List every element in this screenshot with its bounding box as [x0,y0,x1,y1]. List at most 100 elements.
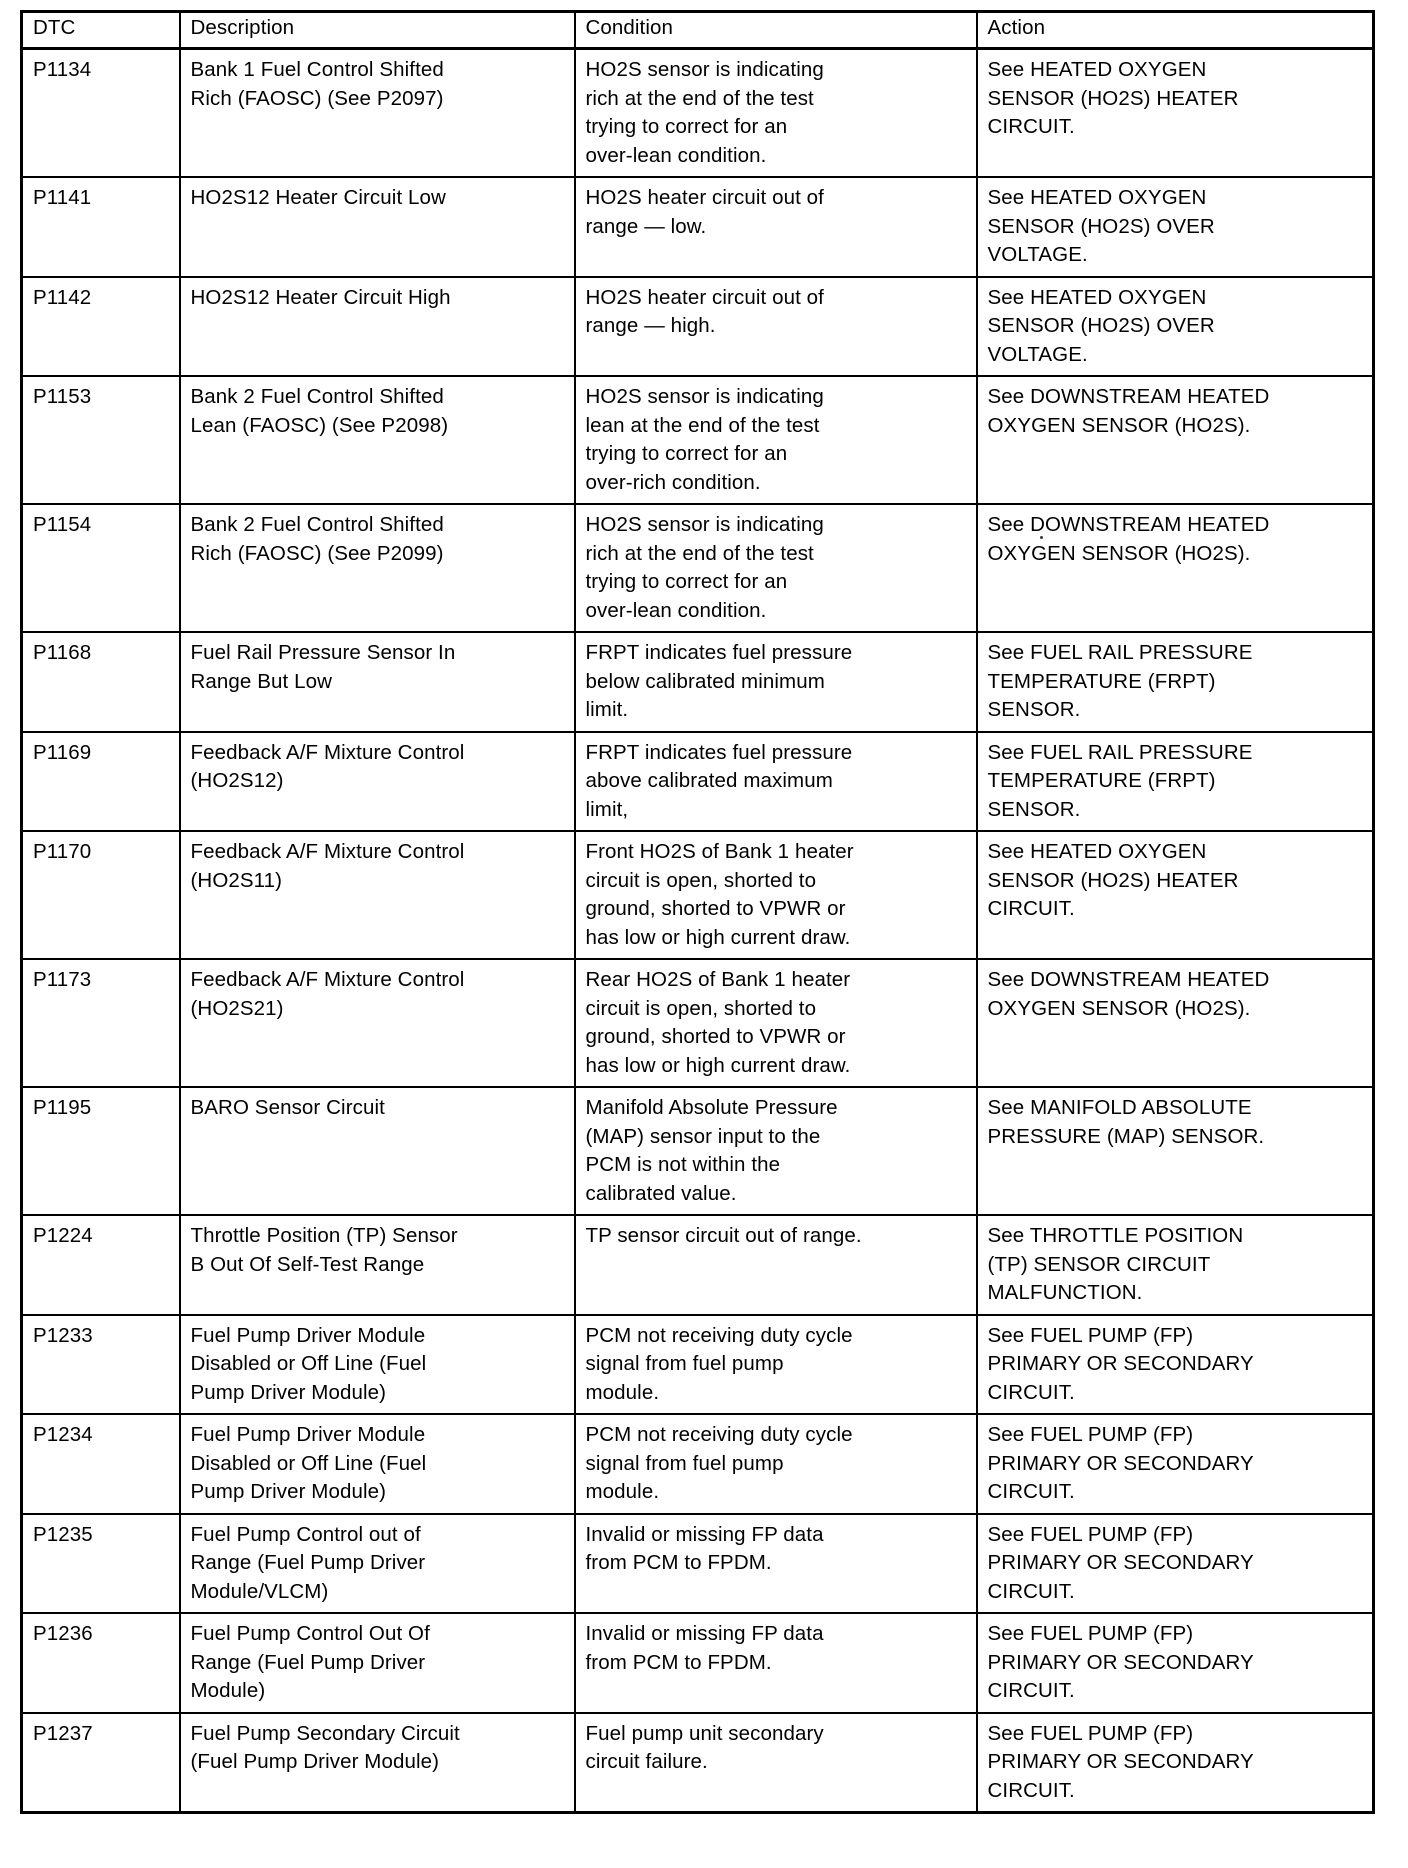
cell-dtc-code-text: P1234 [33,1423,93,1446]
cell-description: Fuel Pump Driver Module Disabled or Off … [178,1413,576,1515]
cell-dtc-code: P1234 [20,1413,181,1515]
cell-action: See HEATED OXYGEN SENSOR (HO2S) HEATER C… [975,47,1375,178]
column-header-action: Action [975,10,1375,50]
cell-action: See FUEL RAIL PRESSURE TEMPERATURE (FRPT… [975,730,1375,832]
cell-dtc-code: P1153 [20,375,181,505]
cell-action: See HEATED OXYGEN SENSOR (HO2S) OVER VOL… [975,176,1375,278]
cell-condition-text: Rear HO2S of Bank 1 heater circuit is op… [585,968,851,1077]
table-row: P1154 Bank 2 Fuel Control Shifted Rich (F… [20,503,1375,633]
cell-dtc-code-text: P1195 [33,1096,92,1119]
cell-action: See MANIFOLD ABSOLUTE PRESSURE (MAP) SEN… [975,1086,1375,1216]
cell-action-text: See DOWNSTREAM HEATED OXYGEN SENSOR (HO2… [987,385,1270,437]
cell-condition-text: Invalid or missing FP data from PCM to F… [585,1522,824,1575]
table-row: P1142 HO2S12 Heater Circuit High HO2S heat… [20,275,1375,377]
cell-action-text: See DOWNSTREAM HEATED OXYGEN SENSOR (HO2… [987,968,1270,1020]
cell-action: See FUEL PUMP (FP) PRIMARY OR SECONDARY … [975,1612,1375,1714]
cell-condition-text: HO2S sensor is indicating lean at the en… [585,385,824,494]
table-row: P1235 Fuel Pump Control out of Range (Fue… [20,1512,1375,1614]
cell-action-text: See FUEL RAIL PRESSURE TEMPERATURE (FRPT… [987,740,1253,821]
cell-description-text: HO2S12 Heater Circuit Low [190,186,446,209]
cell-dtc-code: P1142 [20,275,181,377]
cell-dtc-code: P1168 [20,631,181,733]
cell-condition: Front HO2S of Bank 1 heater circuit is o… [573,830,978,960]
cell-condition: PCM not receiving duty cycle signal from… [573,1313,978,1415]
cell-dtc-code-text: P1224 [33,1224,93,1247]
cell-dtc-code-text: P1237 [33,1721,93,1745]
cell-action: See FUEL PUMP (FP) PRIMARY OR SECONDARY … [975,1711,1375,1814]
cell-action-text: See FUEL PUMP (FP) PRIMARY OR SECONDARY … [987,1622,1254,1702]
cell-dtc-code: P1169 [20,730,181,832]
cell-description: HO2S12 Heater Circuit Low [178,176,576,278]
cell-dtc-code-text: P1168 [33,641,92,664]
cell-dtc-code: P1154 [20,503,181,633]
table-row: P1169 Feedback A/F Mixture Control (HO2S1… [20,730,1375,832]
cell-description-text: Feedback A/F Mixture Control (HO2S11) [190,840,465,892]
cell-condition: Manifold Absolute Pressure (MAP) sensor … [573,1086,978,1216]
diagnostic-trouble-code-table: DTC Description Condition Action P1134 Ba… [20,10,1375,1814]
table-row: P1153 Bank 2 Fuel Control Shifted Lean (F… [20,375,1375,505]
cell-description-text: HO2S12 Heater Circuit High [190,285,451,309]
cell-description-text: Fuel Pump Driver Module Disabled or Off … [190,1423,427,1503]
cell-dtc-code-text: P1169 [33,740,92,764]
cell-condition-text: Manifold Absolute Pressure (MAP) sensor … [585,1096,838,1205]
table-row: P1170 Feedback A/F Mixture Control (HO2S1… [20,830,1375,960]
cell-condition-text: PCM not receiving duty cycle signal from… [585,1423,853,1503]
cell-action: See FUEL PUMP (FP) PRIMARY OR SECONDARY … [975,1313,1375,1415]
cell-description: Fuel Rail Pressure Sensor In Range But L… [178,631,576,733]
column-header-dtc: DTC [20,10,181,50]
cell-description-text: Fuel Pump Driver Module Disabled or Off … [190,1323,427,1404]
cell-condition: Invalid or missing FP data from PCM to F… [573,1612,978,1714]
cell-description-text: Fuel Pump Secondary Circuit (Fuel Pump D… [190,1721,460,1774]
cell-action: See DOWNSTREAM HEATED OXYGEN SENSOR (HO2… [975,958,1375,1088]
cell-dtc-code: P1233 [20,1313,181,1415]
table-row: P1141 HO2S12 Heater Circuit Low HO2S heate… [20,176,1375,278]
cell-condition-text: PCM not receiving duty cycle signal from… [585,1323,853,1404]
cell-condition: HO2S sensor is indicating rich at the en… [573,503,978,633]
cell-dtc-code: P1195 [20,1086,181,1216]
cell-description-text: Fuel Pump Control Out Of Range (Fuel Pum… [190,1622,430,1702]
cell-dtc-code: P1235 [20,1512,181,1614]
cell-condition-text: Fuel pump unit secondary circuit failure… [585,1721,824,1774]
cell-dtc-code: P1237 [20,1711,181,1814]
cell-condition: PCM not receiving duty cycle signal from… [573,1413,978,1515]
cell-description-text: Throttle Position (TP) Sensor B Out Of S… [190,1224,458,1276]
cell-condition: Rear HO2S of Bank 1 heater circuit is op… [573,958,978,1088]
cell-dtc-code: P1141 [20,176,181,278]
table-row: P1195 BARO Sensor Circuit Manifold Absolut… [20,1086,1375,1216]
cell-description: Fuel Pump Control Out Of Range (Fuel Pum… [178,1612,576,1714]
cell-action-text: See THROTTLE POSITION (TP) SENSOR CIRCUI… [987,1224,1244,1304]
cell-description: Fuel Pump Driver Module Disabled or Off … [178,1313,576,1415]
cell-description: Fuel Pump Secondary Circuit (Fuel Pump D… [178,1711,576,1814]
cell-action-text: See DOWNSTREAM HEATED OXYGEN SENSOR (HO2… [987,513,1270,565]
cell-condition-text: FRPT indicates fuel pressure below calib… [585,641,853,721]
cell-dtc-code-text: P1134 [33,58,92,81]
cell-condition: Invalid or missing FP data from PCM to F… [573,1512,978,1614]
cell-condition-text: HO2S sensor is indicating rich at the en… [585,58,824,167]
cell-condition-text: HO2S heater circuit out of range — high. [585,285,824,338]
cell-dtc-code-text: P1236 [33,1622,93,1645]
cell-description-text: Fuel Rail Pressure Sensor In Range But L… [190,641,456,693]
cell-condition: HO2S heater circuit out of range — low. [573,176,978,278]
table-row: P1134 Bank 1 Fuel Control Shifted Rich (F… [20,47,1375,178]
cell-action: See FUEL PUMP (FP) PRIMARY OR SECONDARY … [975,1512,1375,1614]
cell-action: See HEATED OXYGEN SENSOR (HO2S) OVER VOL… [975,275,1375,377]
cell-description: Bank 1 Fuel Control Shifted Rich (FAOSC)… [178,47,576,178]
cell-description-text: Bank 2 Fuel Control Shifted Lean (FAOSC)… [190,385,449,437]
cell-action: See FUEL RAIL PRESSURE TEMPERATURE (FRPT… [975,631,1375,733]
cell-condition: TP sensor circuit out of range. [573,1214,978,1316]
cell-action-text: See FUEL PUMP (FP) PRIMARY OR SECONDARY … [987,1721,1254,1802]
cell-description: Feedback A/F Mixture Control (HO2S12) [178,730,576,832]
cell-dtc-code-text: P1153 [33,385,92,408]
table-row: P1233 Fuel Pump Driver Module Disabled or… [20,1313,1375,1415]
cell-dtc-code-text: P1233 [33,1323,93,1347]
cell-dtc-code-text: P1142 [33,285,92,309]
cell-condition-text: TP sensor circuit out of range. [585,1224,862,1247]
table-row: P1234 Fuel Pump Driver Module Disabled or… [20,1413,1375,1515]
cell-action: See DOWNSTREAM HEATED OXYGEN SENSOR (HO2… [975,375,1375,505]
column-header-condition: Condition [573,10,978,50]
cell-action: See FUEL PUMP (FP) PRIMARY OR SECONDARY … [975,1413,1375,1515]
cell-description: Feedback A/F Mixture Control (HO2S11) [178,830,576,960]
cell-action: See HEATED OXYGEN SENSOR (HO2S) HEATER C… [975,830,1375,960]
table-row: P1224 Throttle Position (TP) Sensor B Out… [20,1214,1375,1316]
